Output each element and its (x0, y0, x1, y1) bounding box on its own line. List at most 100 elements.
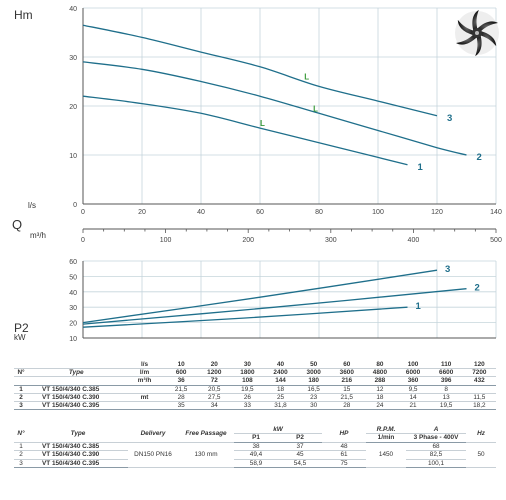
row-type: VT 150/4/340 C.390 (28, 393, 125, 403)
power-curve-3 (82, 269, 438, 324)
row-type: VT 150/4/340 C.385 (28, 385, 125, 394)
hp-value: 61 (322, 450, 366, 460)
head-chart-grid (82, 7, 497, 205)
flow-value: 120 (462, 361, 496, 370)
flow-value: 1200 (197, 368, 231, 378)
spec-header-row: N° Type Delivery Free Passage kW HP R.P.M. A Hz (14, 426, 496, 443)
head-chart-ticks: 0 10 20 30 40 0 20 40 60 80 100 120 140 (69, 6, 502, 216)
flow-value: 600 (164, 368, 198, 378)
hp-value: 48 (322, 442, 366, 452)
row-number: 1 (14, 442, 28, 452)
power-curve-1 (82, 306, 408, 328)
p1-value: 58,9 (234, 459, 278, 469)
table-header-row: N° Type l/m 600 1200 1800 2400 3000 3600 4800 6000… (14, 368, 496, 378)
p1-value: 38 (234, 442, 278, 452)
flow-tick-label: 0 (81, 237, 85, 244)
head-chart-curves (82, 24, 467, 166)
head-value: 9,5 (396, 385, 430, 394)
power-chart-ticks: 10 20 30 40 50 60 (69, 259, 77, 342)
flow-value: 360 (396, 376, 430, 386)
y-tick-label: 10 (69, 336, 77, 342)
spec-subheader-row: P1 P2 1/min 3 Phase - 400V (14, 433, 496, 443)
flow-unit-label: l/s (124, 361, 165, 370)
head-value: 26 (230, 393, 264, 403)
flow-value: 144 (263, 376, 298, 386)
col-phase-header: 3 Phase - 400V (406, 433, 466, 443)
amp-value: 82,5 (406, 450, 466, 460)
row-unit: mt (124, 393, 165, 403)
col-n-header (14, 361, 29, 370)
curve-label-1: 1 (418, 162, 424, 173)
flow-value: 432 (462, 376, 496, 386)
col-a-header: A (406, 426, 466, 435)
head-value: 8 (429, 385, 463, 394)
head-value: 31,8 (263, 401, 298, 411)
col-n-header: N° (14, 426, 28, 443)
table-header-row: m³/h 36 72 108 144 180 216 288 360 396 432 (14, 376, 496, 386)
row-unit (124, 385, 165, 394)
power-curve-label-1: 1 (416, 301, 422, 312)
table-row: 1 VT 150/4/340 C.385 21,5 20,5 19,5 18 16,5 15 1… (14, 385, 496, 394)
flow-value: 6000 (396, 368, 430, 378)
y-tick-label: 20 (69, 321, 77, 328)
rpm-value: 1450 (366, 442, 406, 469)
y-tick-label: 30 (69, 55, 77, 62)
col-delivery-header: Delivery (128, 426, 178, 443)
curve-label-2: 2 (477, 152, 482, 163)
col-type-header (28, 361, 125, 370)
flow-value: 110 (429, 361, 463, 370)
flow-tick-label: 200 (242, 237, 254, 244)
col-rpm-unit: 1/min (366, 433, 406, 443)
amp-value: 100,1 (406, 459, 466, 469)
y-tick-label: 0 (73, 202, 77, 209)
col-p1-header: P1 (234, 433, 278, 443)
row-number: 1 (14, 385, 29, 394)
y-tick-label: 20 (69, 104, 77, 111)
x-tick-label: 60 (256, 209, 264, 216)
head-value: 34 (197, 401, 231, 411)
head-value: 35 (164, 401, 198, 411)
col-type-header (28, 376, 125, 386)
head-value: 23 (297, 393, 331, 403)
power-axis-label: P2 (14, 321, 29, 335)
flow-value: 396 (429, 376, 463, 386)
head-value: 11,5 (462, 393, 496, 403)
table-row: 2 VT 150/4/340 C.390 49,4 45 61 82,5 (14, 450, 496, 460)
flow-axis-label: Q (12, 217, 23, 232)
row-type: VT 150/4/340 C.385 (28, 442, 128, 452)
head-chart: 0 10 20 30 40 0 20 40 60 80 100 120 140 1 2 3 L L L (69, 6, 502, 216)
head-value: 33 (230, 401, 264, 411)
table-header-row: l/s 10 20 30 40 50 60 80 100 110 120 (14, 361, 496, 370)
flow-tick-label: 100 (160, 237, 172, 244)
head-value: 24 (363, 401, 397, 411)
performance-table: l/s 10 20 30 40 50 60 80 100 110 120 N° Type l/m 600 12… (14, 361, 496, 411)
power-chart-grid (82, 260, 497, 339)
head-value: 19,5 (230, 385, 264, 394)
head-value: 28 (330, 401, 364, 411)
flow-value: 6600 (429, 368, 463, 378)
annotation-label: L (304, 73, 309, 82)
curve-2 (82, 61, 467, 156)
head-value: 18 (263, 385, 298, 394)
head-value: 19,5 (429, 401, 463, 411)
table-row: 1 VT 150/4/340 C.385 DN150 PN16 130 mm 38 37 4… (14, 442, 496, 469)
flow-value: 180 (297, 376, 331, 386)
p2-value: 54,5 (278, 459, 322, 469)
power-chart-curves (82, 269, 467, 328)
flow-value: 80 (363, 361, 397, 370)
col-free-passage-header: Free Passage (178, 426, 234, 443)
flow-value: 3600 (330, 368, 364, 378)
flow-ls-label: l/s (28, 201, 36, 210)
flow-tick-label: 500 (490, 237, 502, 244)
col-type-header: Type (28, 426, 128, 443)
flow-tick-label: 300 (325, 237, 337, 244)
row-type: VT 150/4/340 C.390 (28, 450, 128, 460)
flow-value: 20 (197, 361, 231, 370)
head-value: 21 (396, 401, 430, 411)
row-number: 3 (14, 459, 28, 469)
flow-value: 288 (363, 376, 397, 386)
flow-unit-label: m³/h (124, 376, 165, 386)
head-value: 18 (363, 393, 397, 403)
annotation-label: L (260, 119, 265, 128)
table-row: 2 VT 150/4/340 C.390 mt 28 27,5 26 25 23 21,5 18 1… (14, 393, 496, 403)
